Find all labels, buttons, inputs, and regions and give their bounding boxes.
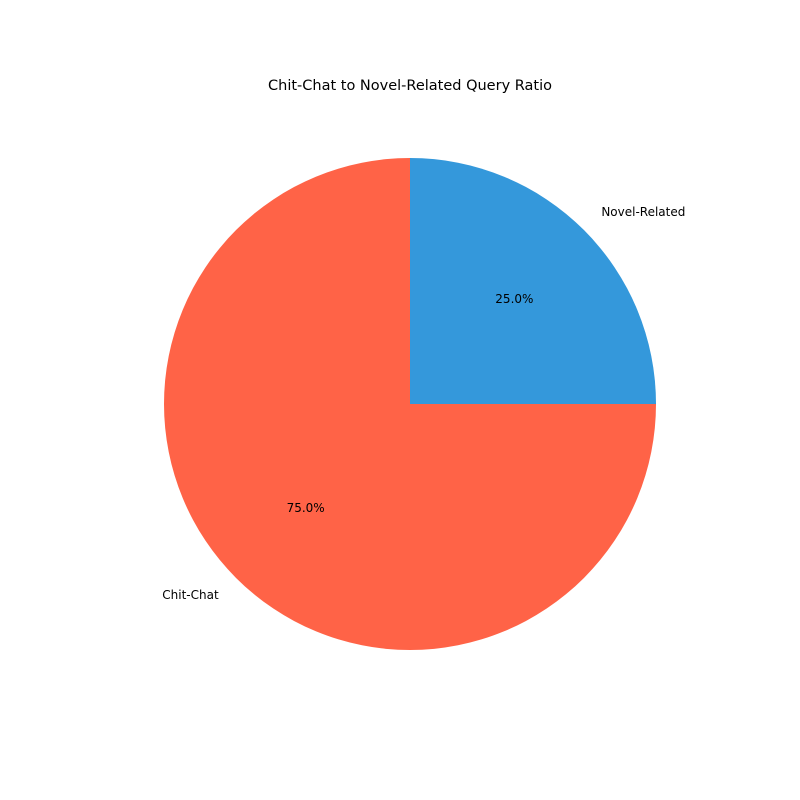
slice-label-chit-chat: Chit-Chat [162,588,219,602]
percent-label-chit-chat: 75.0% [287,501,325,515]
chart-title: Chit-Chat to Novel-Related Query Ratio [268,78,552,94]
pie-slice-chit-chat [164,158,656,650]
labels-layer: Novel-Related 25.0% Chit-Chat 75.0% [162,205,685,602]
pie-slice-novel-related [410,158,656,404]
slice-label-novel-related: Novel-Related [601,205,685,219]
percent-label-novel-related: 25.0% [495,292,533,306]
slices-layer [164,158,656,650]
